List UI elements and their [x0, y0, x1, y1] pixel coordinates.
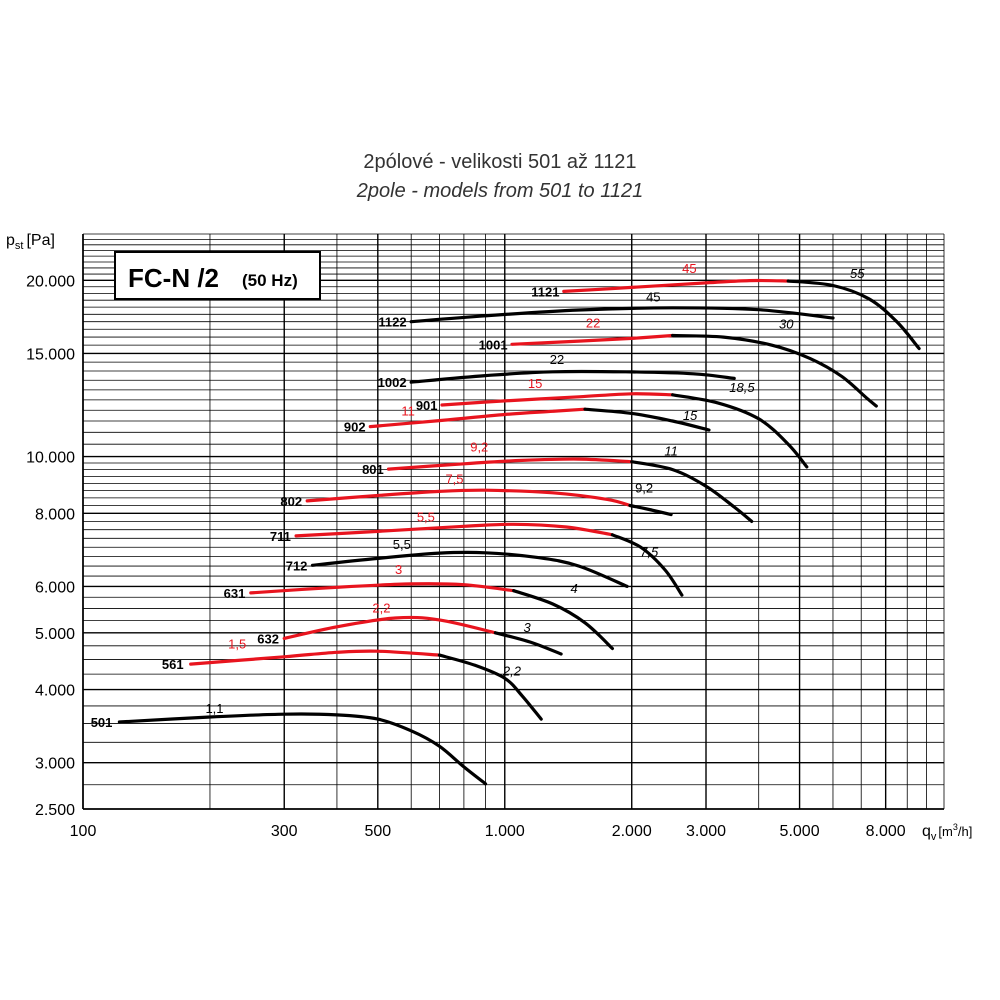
axis-titles: pst [Pa] qv [m3/h]	[6, 232, 972, 843]
power-label-1121: 45	[682, 261, 696, 276]
curve-632-black	[493, 631, 563, 656]
chart-title-czech: 2pólové - velikosti 501 až 1121	[363, 151, 637, 173]
curve-1121-red	[562, 278, 790, 293]
model-label-1001: 1001	[479, 337, 508, 352]
y-tick-label: 8.000	[35, 506, 75, 523]
model-label-901: 901	[416, 398, 438, 413]
power-label-902: 11	[401, 404, 415, 419]
fan-curves	[117, 278, 921, 786]
power-label-802: 9,2	[635, 481, 653, 496]
power-label-711: 5,5	[417, 509, 435, 524]
model-box-frame	[114, 251, 321, 300]
power-label-631: 4	[570, 581, 577, 596]
model-label-631: 631	[224, 586, 246, 601]
y-tick-label: 3.000	[35, 756, 75, 773]
curve-712-black	[310, 550, 629, 588]
x-tick-label: 2.000	[612, 823, 652, 840]
y-tick-label: 6.000	[35, 579, 75, 596]
model-label-1122: 1122	[378, 315, 406, 330]
curve-711-black	[610, 533, 684, 597]
power-label-631: 3	[395, 562, 402, 577]
y-tick-label: 5.000	[35, 626, 75, 643]
curve-902-black	[583, 407, 711, 432]
x-tick-label: 300	[271, 823, 298, 840]
model-label-1002: 1002	[378, 375, 407, 390]
power-label-1001: 22	[586, 316, 600, 331]
model-label-561: 561	[162, 657, 184, 672]
curve-711-red	[294, 522, 614, 538]
power-label-1001: 30	[779, 316, 794, 331]
model-label-501: 501	[91, 715, 113, 730]
curve-1001-black	[671, 333, 878, 408]
curve-631-red	[249, 582, 516, 595]
power-label-901: 15	[528, 376, 542, 391]
model-label-801: 801	[362, 462, 384, 477]
curve-1001-red	[510, 333, 675, 346]
y-tick-label: 15.000	[26, 346, 75, 363]
curve-501-black	[117, 712, 488, 786]
curve-632-red	[282, 615, 497, 640]
power-label-632: 3	[524, 620, 532, 635]
power-label-1122: 45	[646, 290, 660, 305]
x-tick-label: 3.000	[686, 823, 726, 840]
curve-801-red	[386, 457, 634, 471]
x-tick-label: 5.000	[780, 823, 820, 840]
chart-title-english: 2pole - models from 501 to 1121	[356, 180, 644, 202]
power-label-801: 9,2	[470, 440, 488, 455]
model-label-632: 632	[257, 631, 279, 646]
model-label-1121: 1121	[531, 284, 559, 299]
y-tick-label: 2.500	[35, 802, 75, 819]
x-axis-title: qv [m3/h]	[922, 822, 972, 843]
power-label-801: 11	[664, 443, 678, 458]
model-label-802: 802	[280, 494, 302, 509]
axis-ticks: 100 300 500 1.000 2.000 3.000 5.000 8.000 2.500 3…	[26, 273, 906, 840]
curve-901-red	[440, 392, 675, 407]
curve-561-black	[437, 653, 543, 721]
model-label-711: 711	[270, 529, 291, 544]
curve-631-black	[512, 589, 614, 651]
x-tick-label: 1.000	[485, 823, 525, 840]
y-tick-label: 4.000	[35, 683, 75, 700]
model-box: FC-N /2 (50 Hz)	[114, 251, 321, 300]
power-label-712: 5,5	[393, 537, 411, 552]
curve-561-red	[189, 649, 441, 666]
y-tick-label: 20.000	[26, 273, 75, 290]
power-label-561: 2,2	[502, 663, 522, 678]
curve-802-black	[628, 503, 673, 517]
curve-1002-black	[409, 369, 736, 384]
power-label-901: 18,5	[729, 380, 755, 395]
power-label-802: 7,5	[445, 471, 463, 486]
grid	[82, 233, 945, 810]
model-label-712: 712	[286, 558, 308, 573]
power-label-902: 15	[683, 408, 698, 423]
power-label-1121: 55	[850, 266, 865, 281]
y-axis-title: pst [Pa]	[6, 232, 55, 252]
power-label-561: 1,5	[228, 637, 246, 652]
curve-902-red	[368, 407, 587, 429]
curve-901-black	[671, 393, 809, 469]
x-tick-label: 8.000	[866, 823, 906, 840]
curve-1122-black	[409, 306, 835, 324]
power-label-632: 2,2	[372, 600, 390, 615]
power-label-1002: 22	[550, 352, 564, 367]
curve-labels: 501 1,1 561 1,5 2,2 632 2,2 3 631 3 4 712 5,5 711 5,5 7…	[91, 261, 866, 730]
model-label-902: 902	[344, 420, 366, 435]
y-tick-label: 10.000	[26, 450, 75, 467]
curve-1121-black	[786, 279, 921, 351]
model-box-sublabel: (50 Hz)	[242, 271, 298, 290]
x-tick-label: 100	[70, 823, 97, 840]
power-label-711: 7,5	[640, 544, 659, 559]
curve-802-red	[305, 488, 632, 508]
power-label-501: 1,1	[205, 701, 223, 716]
curve-801-black	[630, 460, 754, 523]
x-tick-label: 500	[364, 823, 391, 840]
model-box-label: FC-N /2	[128, 263, 219, 293]
